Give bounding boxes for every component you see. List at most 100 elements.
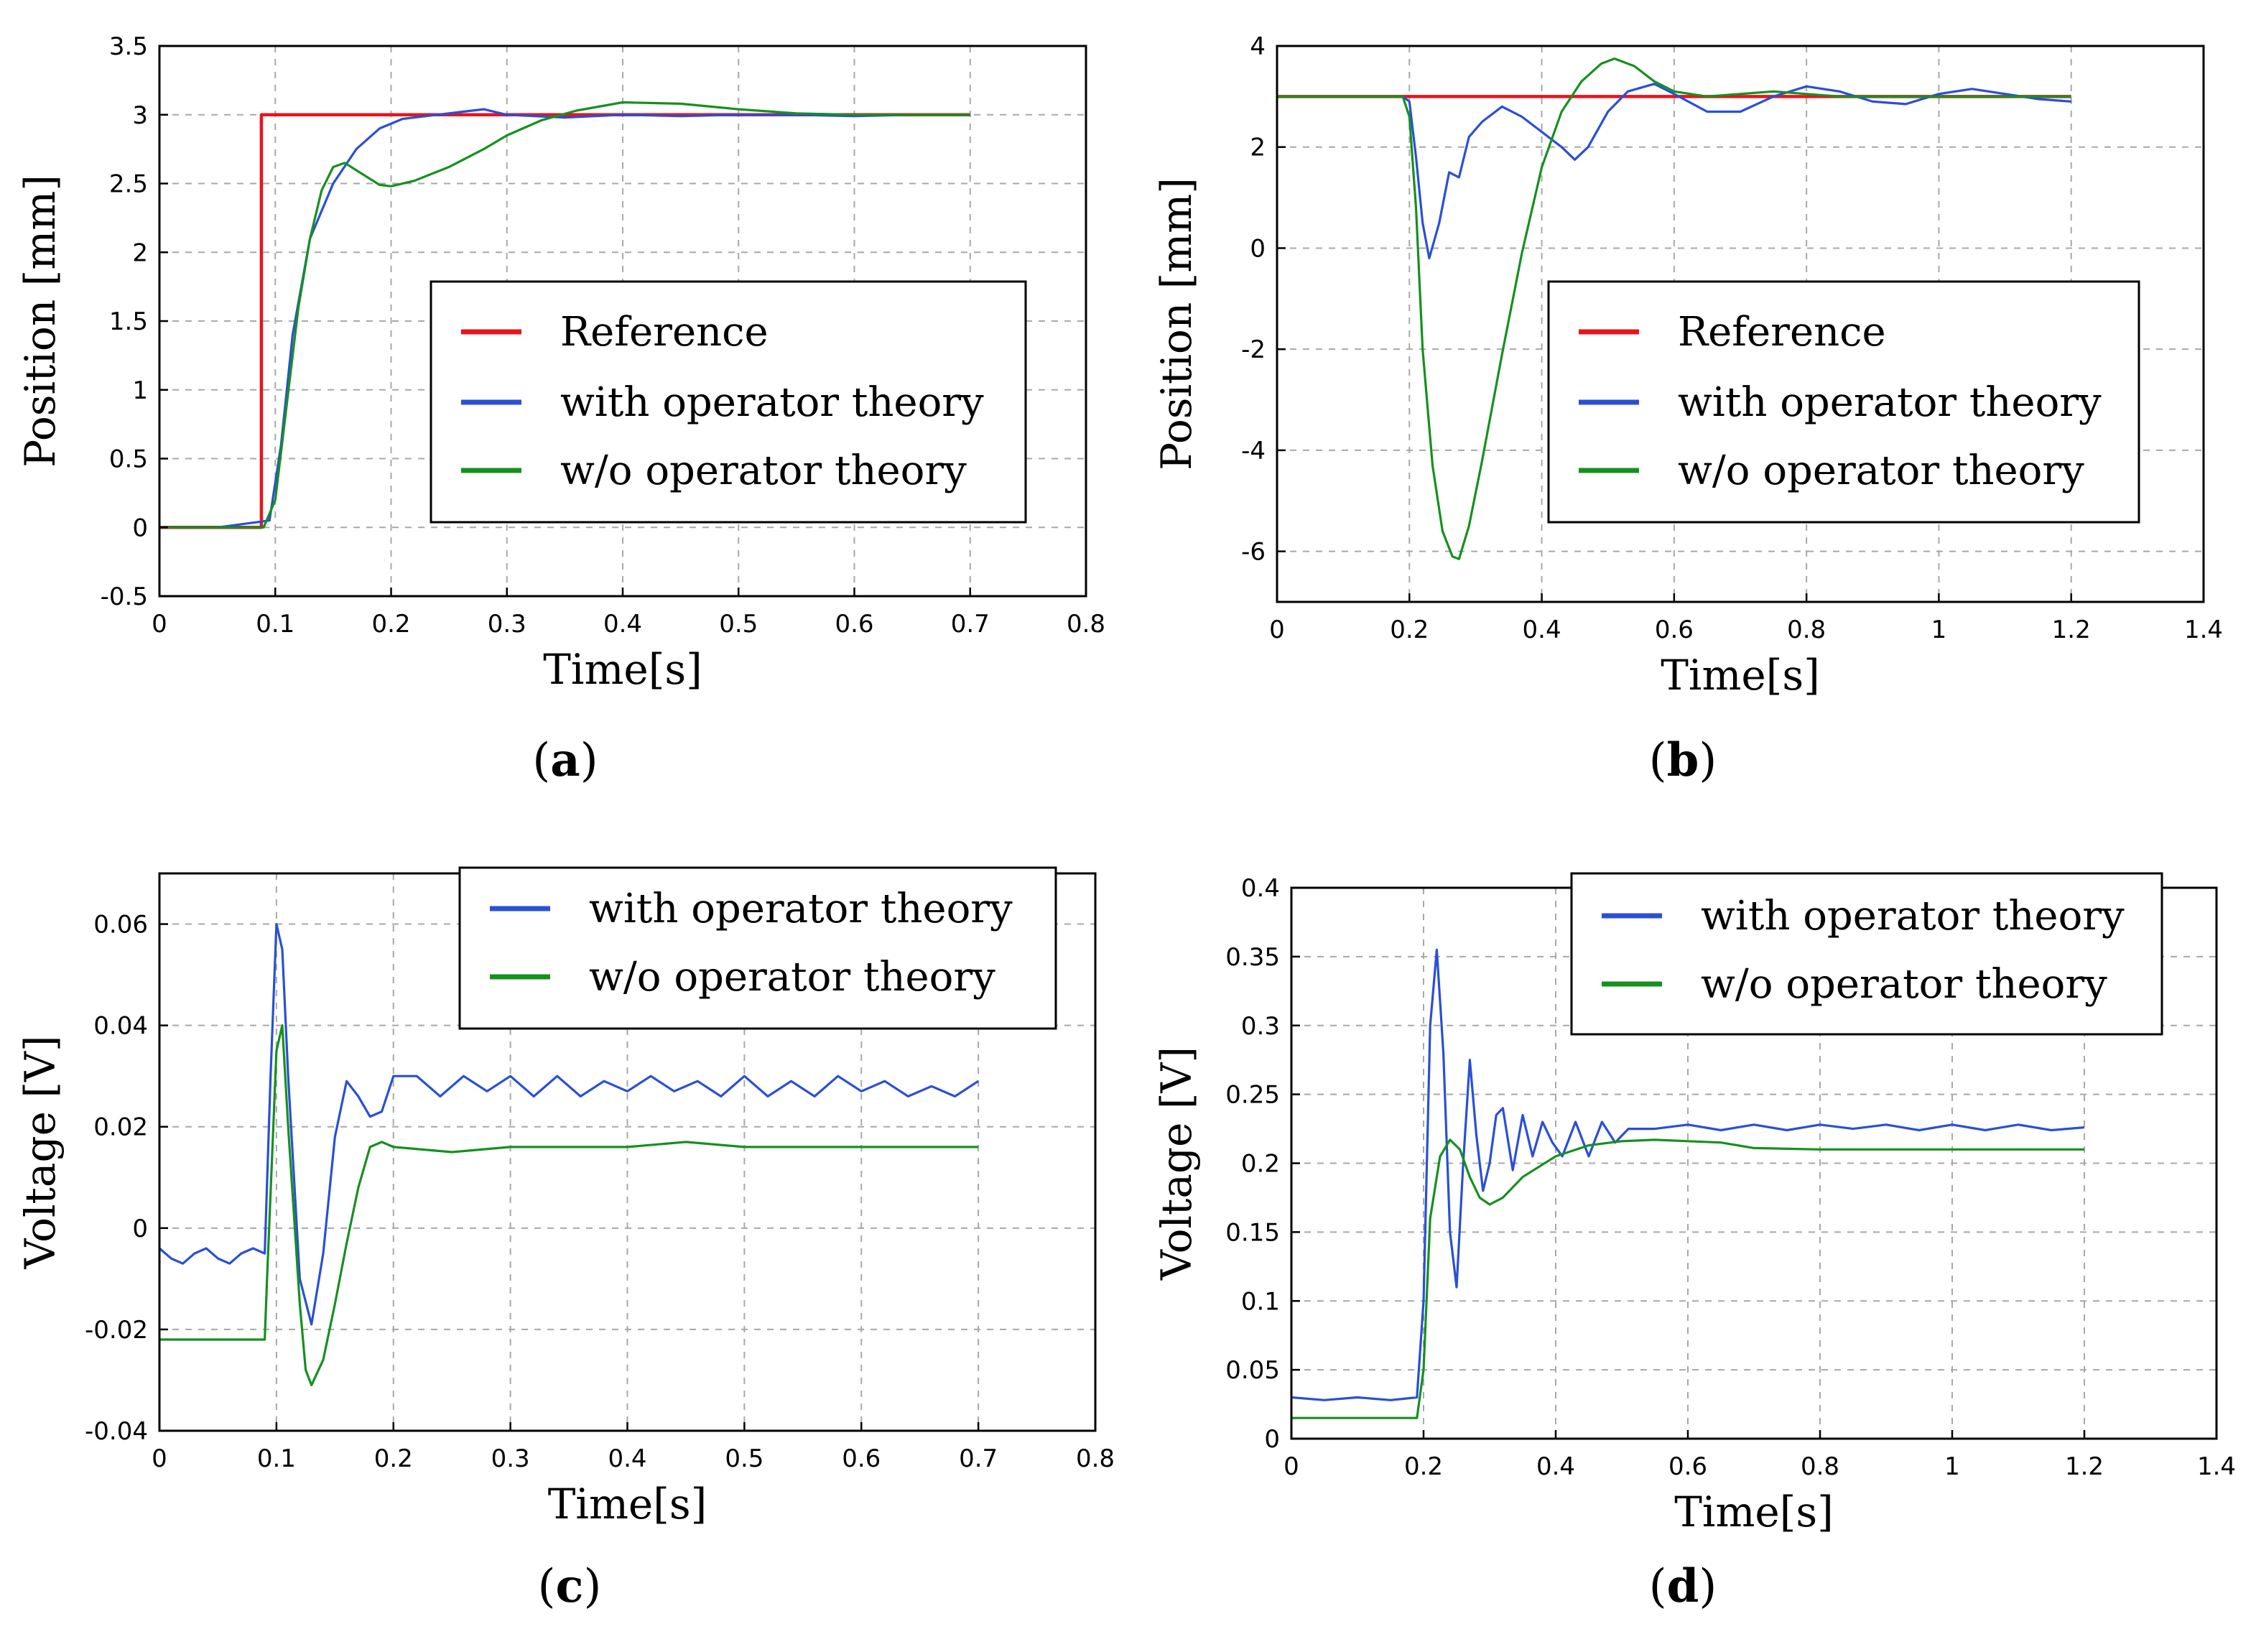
y-tick-label: 0.02 <box>93 1113 148 1142</box>
y-tick-label: 0 <box>1250 234 1266 263</box>
x-tick-label: 0 <box>1269 616 1285 644</box>
series-group <box>159 101 970 529</box>
x-tick-label: 0.7 <box>959 1444 998 1473</box>
y-tick-label: 0.04 <box>93 1012 148 1041</box>
y-tick-label: -4 <box>1241 437 1266 465</box>
y-tick-label: 0 <box>1264 1425 1280 1454</box>
x-tick-label: 1 <box>1944 1452 1960 1481</box>
panel-caption-letter: d <box>1667 1559 1699 1613</box>
y-tick-label: -0.02 <box>85 1316 148 1345</box>
y-axis-label: Voltage [V] <box>16 1036 65 1270</box>
x-tick-label: 0.4 <box>1536 1452 1575 1481</box>
x-tick-label: 0.4 <box>603 610 642 639</box>
x-tick-label: 0 <box>152 610 167 639</box>
y-tick-label: 1 <box>132 376 148 405</box>
x-tick-label: 1.2 <box>2052 616 2091 644</box>
y-tick-label: 0.15 <box>1225 1218 1280 1247</box>
legend-entry-label: w/o operator theory <box>1678 447 2084 494</box>
y-axis-label: Voltage [V] <box>1152 1047 1201 1281</box>
y-tick-label: 0.06 <box>93 911 148 939</box>
series-group <box>1277 57 2071 560</box>
x-tick-label: 1 <box>1931 616 1947 644</box>
y-tick-label: 0 <box>132 514 148 542</box>
chart-panel-c: 0 0.1 0.2 0.3 0.4 0.5 0.6 0.7 0.8 -0.04 -0.02 0 0.02… <box>16 866 1115 1613</box>
y-axis-label: Position [mm] <box>1152 177 1201 470</box>
x-axis-label: Time[s] <box>1674 1488 1834 1536</box>
x-tick-label: 0.8 <box>1787 616 1826 644</box>
x-tick-label: 0.8 <box>1067 610 1105 639</box>
y-tick-label: 2 <box>1250 134 1266 162</box>
y-tick-label: 0.4 <box>1241 874 1280 903</box>
series-line-with-operator-theory <box>159 108 970 529</box>
y-tick-label: -0.5 <box>101 583 148 611</box>
legend-entry-label: with operator theory <box>560 379 984 426</box>
series-line-with-operator-theory <box>159 922 979 1326</box>
x-tick-label: 1.4 <box>2197 1452 2236 1481</box>
legend-entry-label: with operator theory <box>1678 379 2102 426</box>
series-line-w-o-operator-theory <box>159 1024 979 1387</box>
y-tick-label: -6 <box>1241 538 1266 567</box>
y-axis-label: Position [mm] <box>16 175 65 468</box>
legend-entry-label: with operator theory <box>1701 893 2125 939</box>
chart-panel-a: 0 0.1 0.2 0.3 0.4 0.5 0.6 0.7 0.8-0.500.511.522.… <box>16 32 1105 787</box>
x-tick-label: 0.6 <box>1655 616 1694 644</box>
y-tick-label: 3 <box>132 101 148 130</box>
y-tick-label: -0.04 <box>85 1417 148 1446</box>
x-tick-label: 0.2 <box>371 610 410 639</box>
x-tick-label: 0.2 <box>374 1444 413 1473</box>
panel-caption-letter: c <box>556 1559 584 1613</box>
y-tick-label: 0.3 <box>1241 1012 1280 1041</box>
x-tick-label: 0.6 <box>842 1444 881 1473</box>
x-tick-label: 0.5 <box>719 610 758 639</box>
y-tick-label: 2.5 <box>109 170 148 199</box>
x-tick-label: 0.3 <box>491 1444 530 1473</box>
x-tick-label: 0.4 <box>1523 616 1561 644</box>
x-axis-label: Time[s] <box>548 1480 707 1528</box>
legend-box <box>1570 872 2163 1036</box>
series-line-w-o-operator-theory <box>1277 57 2071 560</box>
x-axis-label: Time[s] <box>1661 651 1820 700</box>
y-tick-label: 0.1 <box>1241 1287 1280 1316</box>
panel-caption-letter: a <box>550 733 580 787</box>
legend: with operator theory w/o operator theory <box>1570 872 2163 1036</box>
legend: Reference with operator theory w/o operato… <box>1547 280 2140 524</box>
y-tick-label: 0 <box>132 1215 148 1243</box>
x-tick-label: 0.1 <box>257 1444 296 1473</box>
legend-box <box>1547 280 2140 524</box>
legend-entry-label: with operator theory <box>589 886 1013 932</box>
plot-frame <box>1276 45 2205 603</box>
y-tick-label: 0.35 <box>1225 943 1280 972</box>
panel-caption: (a) <box>532 733 598 787</box>
legend: with operator theory w/o operator theory <box>458 866 1057 1030</box>
y-tick-label: 0.25 <box>1225 1081 1280 1110</box>
panel-caption-letter: b <box>1667 733 1699 787</box>
legend-entry-label: w/o operator theory <box>560 447 967 494</box>
x-tick-label: 1.4 <box>2184 616 2223 644</box>
x-axis-label: Time[s] <box>543 645 702 694</box>
y-tick-label: 4 <box>1250 32 1266 61</box>
x-tick-label: 0.6 <box>835 610 873 639</box>
y-tick-label: 0.5 <box>109 445 148 474</box>
series-group <box>1291 948 2085 1419</box>
x-tick-label: 0.4 <box>608 1444 646 1473</box>
y-tick-label: 3.5 <box>109 32 148 61</box>
chart-panel-d: 0 0.2 0.4 0.6 0.8 1 1.2 1.4 0 0.05 0.1 0.15 0.2 0.25 0… <box>1152 872 2236 1613</box>
x-tick-label: 0.3 <box>488 610 526 639</box>
x-tick-label: 0.5 <box>725 1444 763 1473</box>
y-tick-label: -2 <box>1241 335 1266 364</box>
y-tick-label: 1.5 <box>109 307 148 336</box>
y-tick-label: 2 <box>132 238 148 267</box>
y-tick-label: 0.05 <box>1225 1356 1280 1385</box>
legend-box <box>430 280 1027 524</box>
series-line-w-o-operator-theory <box>159 101 970 529</box>
series-line-w-o-operator-theory <box>1291 1138 2084 1419</box>
panel-caption: (c) <box>538 1559 602 1613</box>
legend-entry-label: w/o operator theory <box>1701 961 2107 1008</box>
x-tick-label: 0 <box>1283 1452 1299 1481</box>
x-tick-label: 0.8 <box>1801 1452 1839 1481</box>
x-tick-label: 0 <box>152 1444 167 1473</box>
legend-entry-label: w/o operator theory <box>589 954 995 1001</box>
legend-entry-label: Reference <box>1678 309 1886 356</box>
panel-caption: (b) <box>1649 733 1717 787</box>
